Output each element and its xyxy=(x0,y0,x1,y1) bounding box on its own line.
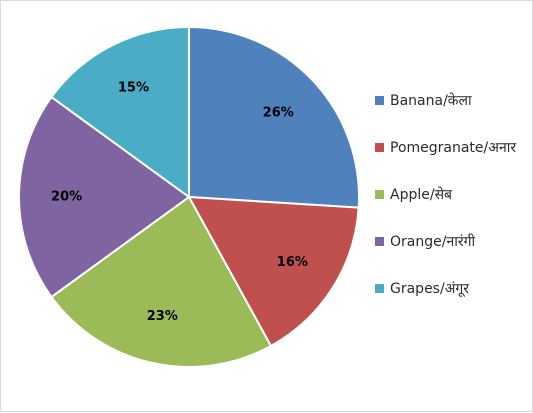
legend-label-pomegranate: Pomegranate/अनार xyxy=(390,140,517,156)
pie-data-labels: 26% 16% 23% 20% 15% xyxy=(51,80,308,324)
legend-item-grapes: Grapes/अंगूर xyxy=(375,278,516,299)
data-label-orange: 20% xyxy=(51,190,82,205)
legend-swatch-apple xyxy=(375,190,384,199)
legend: Banana/केला Pomegranate/अनार Apple/सेब O… xyxy=(375,90,516,325)
legend-swatch-grapes xyxy=(375,284,384,293)
pie-slice-pomegranate xyxy=(187,195,360,348)
legend-label-apple: Apple/सेब xyxy=(390,187,453,203)
legend-label-orange: Orange/नारंगी xyxy=(390,234,476,250)
pie-slice-grapes xyxy=(50,25,190,199)
legend-item-orange: Orange/नारंगी xyxy=(375,231,516,252)
legend-swatch-pomegranate xyxy=(375,143,384,152)
data-label-pomegranate: 16% xyxy=(277,255,308,270)
data-label-apple: 23% xyxy=(147,309,178,324)
pie-slice-banana xyxy=(188,25,360,209)
legend-item-pomegranate: Pomegranate/अनार xyxy=(375,137,516,158)
legend-item-apple: Apple/सेब xyxy=(375,184,516,205)
data-label-grapes: 15% xyxy=(118,80,149,95)
pie-slice-orange xyxy=(18,95,191,299)
pie-slices xyxy=(18,25,360,368)
data-label-banana: 26% xyxy=(263,106,294,121)
legend-item-banana: Banana/केला xyxy=(375,90,516,111)
pie-slice-apple xyxy=(50,195,273,368)
legend-label-banana: Banana/केला xyxy=(390,93,472,109)
legend-swatch-banana xyxy=(375,96,384,105)
legend-swatch-orange xyxy=(375,237,384,246)
legend-label-grapes: Grapes/अंगूर xyxy=(390,281,469,297)
